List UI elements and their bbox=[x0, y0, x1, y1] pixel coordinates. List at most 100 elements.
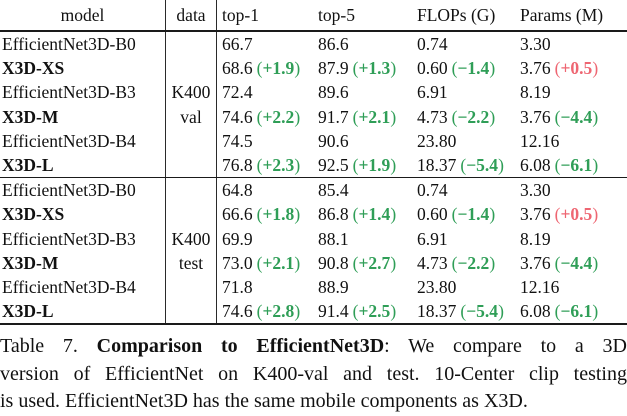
cell-model: EfficientNet3D-B0 bbox=[0, 32, 166, 57]
delta-value: (−6.1) bbox=[554, 301, 599, 322]
cell-top1: 66.6 (+1.8) bbox=[217, 202, 313, 226]
table-row: EfficientNet3D-B4 74.5 90.6 23.80 12.16 bbox=[0, 128, 627, 153]
cell-flops: 0.74 bbox=[412, 32, 515, 56]
cell-params: 3.30 bbox=[515, 32, 627, 56]
cell-model: X3D-M bbox=[0, 250, 166, 275]
table-row: EfficientNet3D-B3 K400 69.9 88.1 6.91 8.19 bbox=[0, 226, 627, 251]
cell-flops: 0.74 bbox=[412, 178, 515, 202]
metric-value: 6.08 bbox=[520, 301, 551, 322]
metric-value: 90.8 bbox=[318, 252, 349, 273]
delta-value: (−2.2) bbox=[451, 252, 496, 273]
metric-value: 3.76 bbox=[520, 106, 551, 127]
cell-model: X3D-XS bbox=[0, 202, 166, 227]
caption-line: is used. EfficientNet3D has the same mob… bbox=[0, 388, 627, 416]
delta-value: (+2.1) bbox=[352, 106, 397, 127]
caption-bold-text: Comparison to EfficientNet3D bbox=[96, 335, 385, 358]
metric-value: 92.5 bbox=[318, 154, 349, 175]
cell-flops: 4.73 (−2.2) bbox=[412, 105, 515, 129]
cell-flops: 0.60 (−1.4) bbox=[412, 56, 515, 80]
caption-text: is used. EfficientNet3D has the same mob… bbox=[0, 390, 528, 413]
cell-top5: 85.4 bbox=[313, 178, 412, 202]
delta-value: (+1.9) bbox=[352, 154, 397, 175]
metric-value: 85.4 bbox=[318, 180, 349, 201]
metric-value: 74.6 bbox=[222, 106, 253, 127]
delta-value: (+1.9) bbox=[256, 58, 301, 79]
cell-data-split bbox=[166, 128, 217, 153]
metric-value: 3.76 bbox=[520, 204, 551, 225]
metric-value: 18.37 bbox=[417, 154, 457, 175]
metric-value: 88.9 bbox=[318, 276, 349, 297]
cell-model: X3D-L bbox=[0, 152, 166, 178]
delta-value: (−1.4) bbox=[451, 58, 496, 79]
metric-value: 91.7 bbox=[318, 106, 349, 127]
table-caption: Table 7. Comparison to EfficientNet3D: W… bbox=[0, 333, 627, 416]
metric-value: 3.76 bbox=[520, 58, 551, 79]
column-header-top1: top-1 bbox=[222, 5, 259, 25]
comparison-table: model data top-1 top-5 FLOPs (G) Params … bbox=[0, 0, 627, 326]
delta-value: (+1.8) bbox=[256, 204, 301, 225]
table-row: X3D-XS 68.6 (+1.9) 87.9 (+1.3) 0.60 (−1.4) 3.76… bbox=[0, 56, 627, 81]
metric-value: 91.4 bbox=[318, 301, 349, 322]
cell-data-split bbox=[166, 202, 217, 227]
cell-flops: 23.80 bbox=[412, 129, 515, 153]
cell-data-split bbox=[166, 178, 217, 203]
column-header-data: data bbox=[166, 0, 217, 30]
column-header-model: model bbox=[0, 0, 166, 30]
table-row: X3D-L 74.6 (+2.8) 91.4 (+2.5) 18.37 (−5.4) 6.08… bbox=[0, 299, 627, 324]
cell-data-split bbox=[166, 274, 217, 300]
delta-value: (−5.4) bbox=[460, 154, 504, 175]
delta-value: (+2.1) bbox=[256, 252, 301, 273]
cell-top1: 64.8 bbox=[217, 178, 313, 202]
metric-value: 71.8 bbox=[222, 276, 253, 297]
metric-value: 0.60 bbox=[417, 204, 448, 225]
cell-model: X3D-L bbox=[0, 299, 166, 324]
table-row: X3D-M val 74.6 (+2.2) 91.7 (+2.1) 4.73 (−2.2) 3.… bbox=[0, 104, 627, 129]
cell-top5: 88.9 bbox=[313, 275, 412, 299]
metric-value: 23.80 bbox=[417, 276, 457, 297]
cell-top1: 74.6 (+2.8) bbox=[217, 299, 313, 323]
table-row: EfficientNet3D-B0 66.7 86.6 0.74 3.30 bbox=[0, 32, 627, 57]
column-header-flops: FLOPs (G) bbox=[417, 5, 496, 25]
delta-value: (−4.4) bbox=[554, 252, 599, 273]
delta-value: (+1.3) bbox=[352, 58, 397, 79]
cell-model: EfficientNet3D-B0 bbox=[0, 178, 166, 203]
metric-value: 90.6 bbox=[318, 130, 349, 151]
metric-value: 89.6 bbox=[318, 82, 349, 103]
table-row: EfficientNet3D-B0 64.8 85.4 0.74 3.30 bbox=[0, 177, 627, 203]
cell-top1: 76.8 (+2.3) bbox=[217, 153, 313, 177]
metric-value: 72.4 bbox=[222, 82, 253, 103]
metric-value: 87.9 bbox=[318, 58, 349, 79]
cell-params: 6.08 (−6.1) bbox=[515, 299, 627, 323]
metric-value: 76.8 bbox=[222, 154, 253, 175]
cell-data-split: test bbox=[166, 250, 217, 275]
table-body: EfficientNet3D-B0 66.7 86.6 0.74 3.30 X3D-XS 6… bbox=[0, 32, 627, 324]
metric-value: 12.16 bbox=[520, 130, 560, 151]
metric-value: 0.74 bbox=[417, 180, 448, 201]
cell-top5: 86.8 (+1.4) bbox=[313, 202, 412, 226]
cell-data-split bbox=[166, 299, 217, 324]
cell-params: 3.30 bbox=[515, 178, 627, 202]
cell-model: EfficientNet3D-B3 bbox=[0, 80, 166, 105]
cell-flops: 18.37 (−5.4) bbox=[412, 153, 515, 177]
metric-value: 69.9 bbox=[222, 228, 253, 249]
metric-value: 6.08 bbox=[520, 154, 551, 175]
metric-value: 66.7 bbox=[222, 34, 253, 54]
cell-flops: 6.91 bbox=[412, 227, 515, 251]
metric-value: 0.60 bbox=[417, 58, 448, 79]
cell-flops: 18.37 (−5.4) bbox=[412, 299, 515, 323]
metric-value: 3.30 bbox=[520, 180, 551, 201]
caption-text: version of EfficientNet on K400-val and … bbox=[0, 362, 627, 385]
cell-top1: 74.6 (+2.2) bbox=[217, 105, 313, 129]
cell-top5: 88.1 bbox=[313, 227, 412, 251]
table-row: EfficientNet3D-B4 71.8 88.9 23.80 12.16 bbox=[0, 274, 627, 300]
delta-value: (−1.4) bbox=[451, 204, 496, 225]
cell-params: 6.08 (−6.1) bbox=[515, 153, 627, 177]
delta-value: (+2.8) bbox=[256, 301, 301, 322]
cell-params: 3.76 (+0.5) bbox=[515, 202, 627, 226]
cell-top1: 72.4 bbox=[217, 80, 313, 104]
delta-value: (−6.1) bbox=[554, 154, 599, 175]
cell-params: 12.16 bbox=[515, 275, 627, 299]
cell-top5: 91.7 (+2.1) bbox=[313, 105, 412, 129]
cell-params: 8.19 bbox=[515, 80, 627, 104]
cell-top5: 86.6 bbox=[313, 32, 412, 56]
